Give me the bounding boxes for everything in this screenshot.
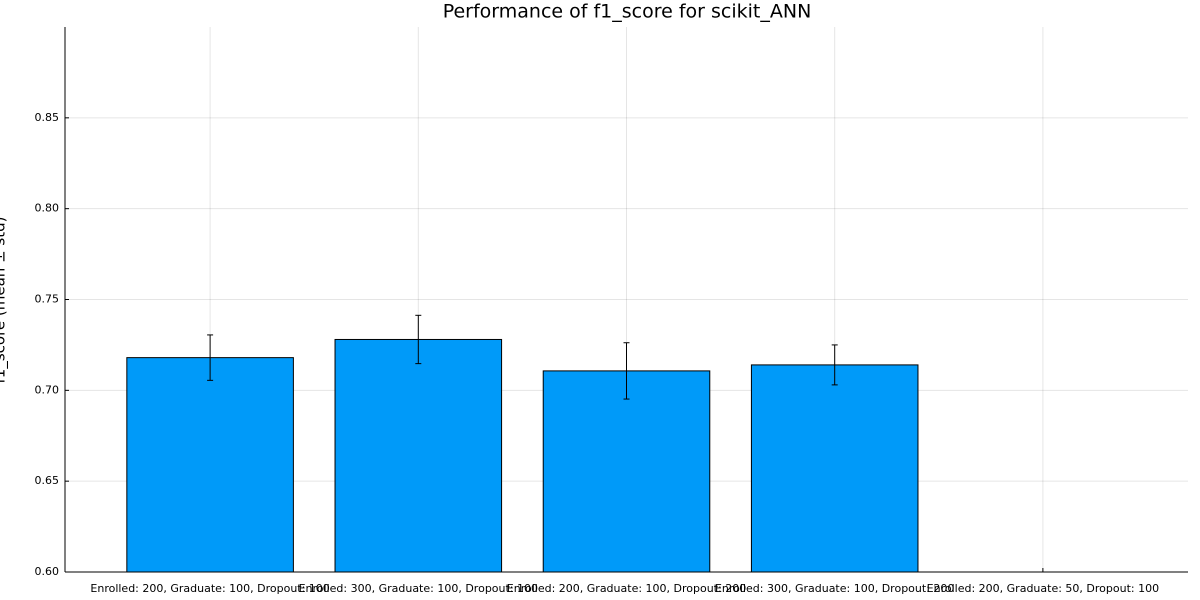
bar: [126, 357, 294, 573]
y-tick-label: 0.70: [35, 383, 60, 396]
x-tick-label: Enrolled: 300, Graduate: 100, Dropout: 2…: [715, 582, 954, 595]
y-tick-label: 0.85: [35, 111, 60, 124]
bar: [750, 364, 919, 573]
error-bar: [831, 344, 838, 386]
x-tick-label: Enrolled: 200, Graduate: 50, Dropout: 10…: [927, 582, 1159, 595]
x-tick-label: Enrolled: 200, Graduate: 100, Dropout: 2…: [507, 582, 746, 595]
y-axis-label: f1_score (mean ± std): [0, 217, 10, 384]
y-tick-label: 0.60: [35, 565, 60, 578]
x-tick-label: Enrolled: 200, Graduate: 100, Dropout: 1…: [90, 582, 329, 595]
bar: [334, 338, 503, 573]
y-tick-label: 0.65: [35, 474, 60, 487]
error-bar: [207, 334, 214, 381]
y-tick-label: 0.80: [35, 202, 60, 215]
error-bar: [623, 342, 630, 400]
y-tick-label: 0.75: [35, 293, 60, 306]
chart-title: Performance of f1_score for scikit_ANN: [443, 1, 812, 23]
error-bar: [415, 314, 422, 365]
x-tick-label: Enrolled: 300, Graduate: 100, Dropout: 1…: [299, 582, 538, 595]
bar: [542, 370, 711, 573]
